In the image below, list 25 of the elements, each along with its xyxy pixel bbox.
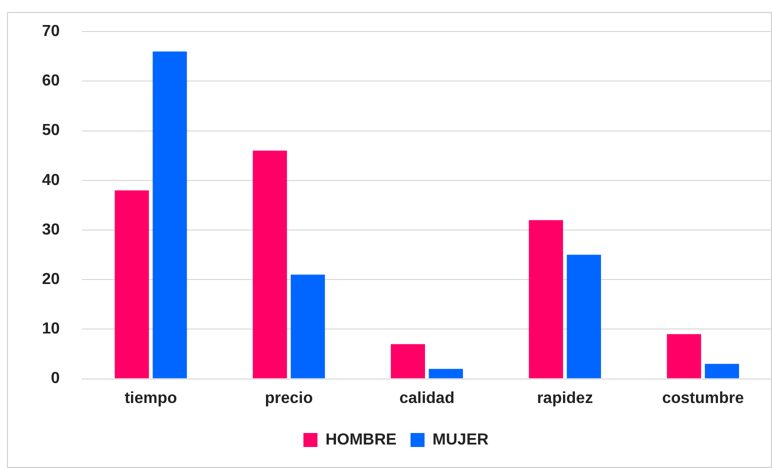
y-tick-label: 10: [42, 320, 60, 338]
y-tick-label: 40: [42, 172, 60, 189]
bar: [566, 254, 601, 378]
bar: [704, 364, 740, 378]
bar: [290, 274, 325, 378]
bar: [252, 150, 287, 378]
y-tick-label: 20: [42, 271, 60, 288]
x-tick-label: calidad: [399, 390, 454, 407]
bar: [528, 220, 564, 378]
legend-label: MUJER: [432, 431, 490, 448]
y-tick-label: 70: [42, 23, 60, 40]
y-tick-label: 60: [42, 72, 60, 90]
y-tick-label: 0: [50, 370, 60, 388]
bar: [390, 344, 425, 378]
bar: [666, 334, 702, 378]
x-tick-label: rapidez: [536, 390, 593, 407]
bar: [114, 190, 149, 378]
bar: [428, 368, 463, 378]
y-tick-label: 50: [42, 122, 60, 140]
x-tick-label: precio: [264, 390, 314, 407]
x-tick-label: costumbre: [662, 390, 744, 407]
bar: [152, 51, 187, 378]
legend-label: HOMBRE: [325, 431, 397, 448]
y-tick-label: 30: [42, 221, 60, 238]
x-tick-label: tiempo: [124, 390, 178, 407]
